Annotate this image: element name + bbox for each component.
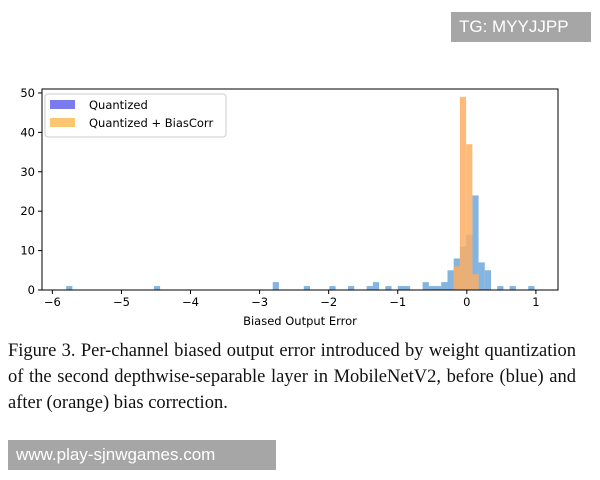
bar-biascorr-0	[453, 266, 460, 290]
x-tick-label: −1	[389, 295, 406, 309]
bar-quantized-0	[66, 286, 73, 290]
x-tick-label: −6	[44, 295, 61, 309]
bar-quantized-8	[385, 286, 392, 290]
plot-frame	[41, 88, 559, 291]
x-axis-label: Biased Output Error	[243, 314, 357, 328]
x-tick-label: −2	[320, 295, 337, 309]
bar-quantized-23	[509, 286, 516, 290]
x-tick-label: −4	[182, 295, 199, 309]
bar-quantized-6	[366, 286, 373, 290]
bar-quantized-10	[403, 286, 411, 290]
y-tick-label: 0	[28, 283, 35, 297]
bar-quantized-12	[428, 286, 436, 290]
legend-swatch-quantized	[50, 100, 75, 109]
legend: Quantized Quantized + BiasCorr	[44, 93, 227, 138]
bar-quantized-11	[422, 282, 429, 290]
bar-quantized-2	[272, 282, 279, 290]
bar-quantized-5	[348, 286, 355, 290]
bar-quantized-1	[153, 286, 161, 290]
bar-biascorr-3	[472, 274, 479, 290]
x-tick-label: 1	[532, 295, 539, 309]
figure-caption: Figure 3. Per-channel biased output erro…	[8, 341, 576, 413]
bar-quantized-19	[472, 195, 479, 290]
bar-quantized-7	[372, 282, 380, 290]
bar-quantized-9	[397, 286, 404, 290]
x-tick-label: 0	[463, 295, 470, 309]
legend-swatch-biascorr	[50, 118, 75, 127]
bar-biascorr-2	[466, 144, 473, 290]
bar-quantized-3	[303, 286, 311, 290]
bar-quantized-20	[478, 262, 485, 290]
bar-quantized-4	[329, 286, 336, 290]
legend-label-quantized: Quantized	[89, 98, 148, 112]
bar-quantized-13	[435, 286, 442, 290]
bar-quantized-21	[484, 270, 491, 290]
y-tick-label: 20	[20, 204, 35, 218]
legend-label-biascorr: Quantized + BiasCorr	[89, 116, 213, 130]
bar-quantized-14	[441, 282, 448, 290]
x-tick-label: −3	[251, 295, 268, 309]
watermark-bottom: www.play-sjnwgames.com	[8, 440, 276, 470]
y-tick-label: 30	[20, 165, 35, 179]
watermark-top: TG: MYYJJPP	[451, 12, 591, 42]
x-tick-label: −5	[113, 295, 130, 309]
bar-biascorr-1	[459, 96, 467, 290]
y-tick-label: 10	[20, 244, 35, 258]
y-tick-label: 40	[20, 125, 35, 139]
bar-quantized-22	[497, 286, 504, 290]
y-tick-label: 50	[20, 86, 35, 100]
bar-quantized-15	[447, 270, 454, 290]
bar-quantized-24	[528, 286, 535, 290]
